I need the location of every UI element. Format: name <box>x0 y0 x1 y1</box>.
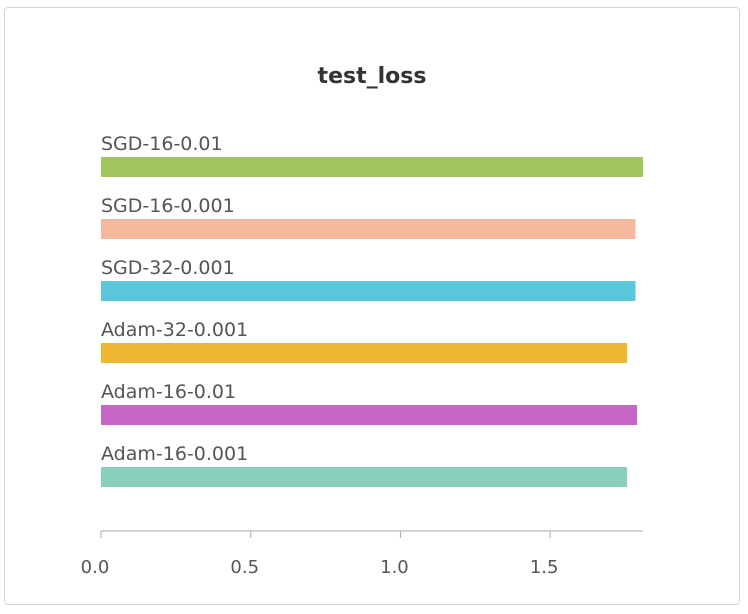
x-axis: 0.0 0.5 1.0 1.5 <box>81 530 643 578</box>
x-tick-label: 1.5 <box>530 557 559 578</box>
bar-label: Adam-16-0.001 <box>101 443 248 465</box>
x-tick-label: 1.0 <box>380 557 409 578</box>
bar[interactable] <box>101 157 643 177</box>
bar-label: Adam-16-0.01 <box>101 381 236 403</box>
bar[interactable] <box>101 219 636 239</box>
bar[interactable] <box>101 405 638 425</box>
bar-label: SGD-32-0.001 <box>101 257 235 279</box>
bar-label: SGD-16-0.001 <box>101 195 235 217</box>
x-tick-label: 0.5 <box>230 557 259 578</box>
chart-panel <box>4 7 740 605</box>
bar-label: Adam-32-0.001 <box>101 319 248 341</box>
bar-label: SGD-16-0.01 <box>101 133 223 155</box>
chart-title: test_loss <box>317 64 427 89</box>
x-tick-label: 0.0 <box>81 557 110 578</box>
bar[interactable] <box>101 467 628 487</box>
bars-layer: SGD-16-0.01 SGD-16-0.001 SGD-32-0.001 Adam-… <box>101 133 643 487</box>
bar[interactable] <box>101 343 628 363</box>
bar[interactable] <box>101 281 636 301</box>
